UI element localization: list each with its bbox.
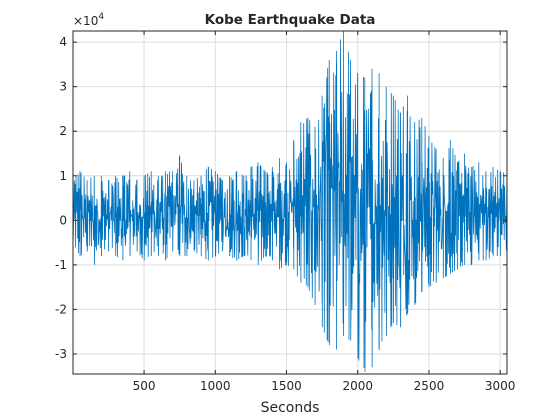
x-axis-label: Seconds — [261, 400, 320, 416]
x-tick-label: 1000 — [200, 379, 231, 393]
y-tick-label: 4 — [59, 35, 67, 49]
x-tick-label: 500 — [133, 379, 156, 393]
x-tick-label: 3000 — [485, 379, 516, 393]
y-axis-multiplier-base: ×10 — [73, 14, 98, 28]
y-tick-label: 3 — [59, 80, 67, 94]
y-tick-label: 2 — [59, 124, 67, 138]
y-tick-label: 0 — [59, 213, 67, 227]
y-tick-label: -3 — [55, 347, 67, 361]
x-tick-label: 1500 — [271, 379, 302, 393]
x-tick-label: 2500 — [414, 379, 445, 393]
chart-title: Kobe Earthquake Data — [205, 12, 376, 28]
series-line — [72, 30, 508, 372]
series-trace — [72, 30, 508, 372]
y-axis-multiplier: ×104 — [73, 12, 104, 28]
y-tick-label: 1 — [59, 169, 67, 183]
y-axis-multiplier-exponent: 4 — [98, 12, 104, 22]
plot-area — [73, 31, 507, 374]
ticks: 500 1000 1500 2000 2500 3000 -3 -2 -1 0 1 2 3 4 — [55, 31, 515, 393]
y-tick-label: -1 — [55, 258, 67, 272]
axes-box — [72, 30, 508, 375]
x-tick-label: 2000 — [342, 379, 373, 393]
y-tick-label: -2 — [55, 302, 67, 316]
